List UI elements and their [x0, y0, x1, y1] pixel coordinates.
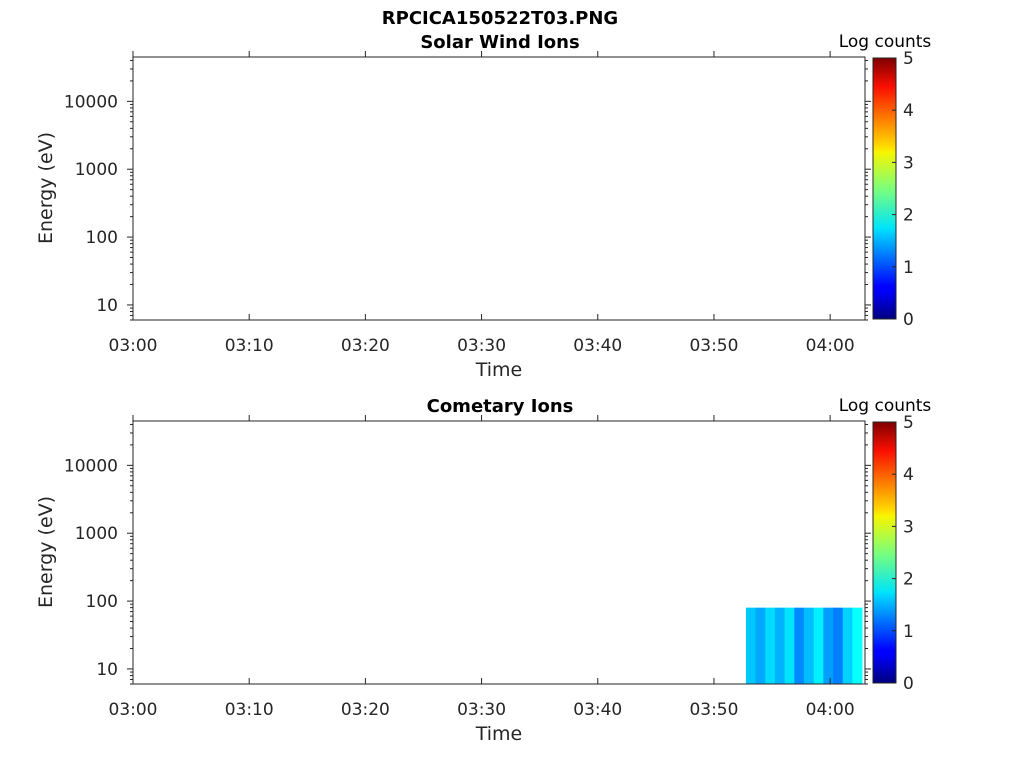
data-cell: [745, 607, 756, 684]
data-cell: [842, 607, 853, 684]
colorbar: Log counts 0 1 2 3 4 5: [839, 396, 932, 694]
colorbar-tick-label: 2: [903, 570, 914, 590]
data-cell: [813, 607, 824, 684]
colorbar-gradient: [872, 57, 897, 320]
y-axis-label: Energy (eV): [35, 496, 57, 608]
data-cell: [852, 607, 863, 684]
data-cell: [755, 607, 766, 684]
colorbar-label: Log counts: [839, 32, 932, 52]
plot-background: [133, 421, 865, 684]
data-blocks: [745, 607, 863, 684]
y-ticks: 10 100 1000 10000: [64, 59, 871, 321]
x-tick-label: 03:40: [573, 336, 622, 356]
colorbar-label: Log counts: [839, 396, 932, 416]
panel-title: Cometary Ions: [427, 396, 574, 417]
data-cell: [765, 607, 776, 684]
x-tick-label: 03:00: [109, 700, 158, 720]
y-tick-label: 1000: [75, 160, 118, 180]
panel-solar-wind: Solar Wind Ions 03:00 03:10 03:20 03:30 03:4…: [35, 32, 931, 381]
colorbar-ticks: 0 1 2 3 4 5: [892, 413, 914, 694]
data-cell: [784, 607, 795, 684]
plot-area: [132, 420, 866, 685]
colorbar: Log counts 0 1 2 3 4 5: [839, 32, 932, 330]
y-tick-label: 100: [86, 592, 118, 612]
colorbar-tick-label: 3: [903, 517, 914, 537]
x-ticks: 03:00 03:10 03:20 03:30 03:40 03:50 04:00: [109, 415, 855, 720]
y-tick-label: 10: [96, 660, 118, 680]
data-cell: [774, 607, 786, 684]
data-cell: [823, 607, 834, 684]
x-tick-label: 03:00: [109, 336, 158, 356]
y-tick-label: 1000: [75, 524, 118, 544]
y-tick-label: 10000: [64, 456, 118, 476]
panel-title: Solar Wind Ions: [420, 32, 579, 53]
x-tick-label: 03:20: [341, 336, 390, 356]
plot-frame: [132, 56, 866, 321]
colorbar-tick-label: 3: [903, 153, 914, 173]
x-tick-label: 03:30: [457, 336, 506, 356]
plot-background: [133, 57, 865, 320]
x-tick-label: 04:00: [806, 700, 855, 720]
y-ticks: 10 100 1000 10000: [64, 423, 871, 685]
y-tick-label: 100: [86, 228, 118, 248]
colorbar-tick-label: 1: [903, 258, 914, 278]
data-cell: [794, 607, 805, 684]
colorbar-tick-label: 4: [903, 465, 914, 485]
figure-title: RPCICA150522T03.PNG: [382, 8, 618, 29]
x-tick-label: 03:50: [689, 700, 738, 720]
y-axis-label: Energy (eV): [35, 132, 57, 244]
data-cell: [833, 607, 844, 684]
plot-area: [132, 56, 866, 321]
plot-frame: [132, 420, 866, 685]
colorbar-tick-label: 4: [903, 101, 914, 121]
x-tick-label: 03:10: [225, 700, 274, 720]
panel-cometary: Cometary Ions 03:00 03:10 03:20 03:30 03:40 0…: [35, 396, 931, 745]
y-tick-label: 10: [96, 296, 118, 316]
colorbar-tick-label: 1: [903, 622, 914, 642]
x-axis-label: Time: [475, 359, 523, 381]
colorbar-ticks: 0 1 2 3 4 5: [892, 49, 914, 330]
x-tick-label: 03:30: [457, 700, 506, 720]
colorbar-tick-label: 5: [903, 49, 914, 69]
colorbar-tick-label: 0: [903, 310, 914, 330]
x-tick-label: 03:20: [341, 700, 390, 720]
x-tick-label: 03:40: [573, 700, 622, 720]
x-tick-label: 04:00: [806, 336, 855, 356]
x-ticks: 03:00 03:10 03:20 03:30 03:40 03:50 04:00: [109, 51, 855, 356]
colorbar-tick-label: 5: [903, 413, 914, 433]
x-tick-label: 03:50: [689, 336, 738, 356]
colorbar-gradient: [872, 421, 897, 684]
x-tick-label: 03:10: [225, 336, 274, 356]
y-tick-label: 10000: [64, 92, 118, 112]
data-cell: [804, 607, 815, 684]
colorbar-tick-label: 2: [903, 206, 914, 226]
colorbar-tick-label: 0: [903, 674, 914, 694]
x-axis-label: Time: [475, 723, 523, 745]
